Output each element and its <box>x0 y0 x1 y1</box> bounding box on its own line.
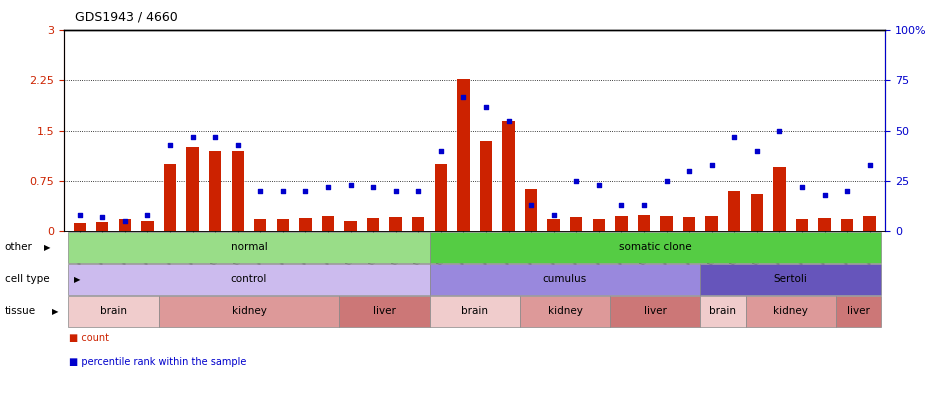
Text: kidney: kidney <box>231 306 266 316</box>
Text: cumulus: cumulus <box>543 274 588 284</box>
Point <box>772 127 787 134</box>
Bar <box>683 217 696 231</box>
Point <box>704 162 719 168</box>
Text: brain: brain <box>710 306 736 316</box>
Bar <box>276 219 290 231</box>
Bar <box>637 215 650 231</box>
Point <box>862 162 877 168</box>
Point <box>817 192 832 198</box>
Text: kidney: kidney <box>774 306 808 316</box>
Text: Sertoli: Sertoli <box>774 274 807 284</box>
Bar <box>164 164 176 231</box>
Text: somatic clone: somatic clone <box>619 242 692 252</box>
Bar <box>864 216 876 231</box>
Bar <box>615 216 628 231</box>
Point <box>524 202 539 208</box>
Bar <box>344 221 357 231</box>
Text: brain: brain <box>462 306 488 316</box>
Text: liver: liver <box>644 306 666 316</box>
Bar <box>118 220 131 231</box>
Point <box>411 188 426 194</box>
Point <box>501 117 516 124</box>
Point <box>72 211 87 218</box>
Point <box>275 188 290 194</box>
Text: cell type: cell type <box>5 274 49 284</box>
Point <box>163 141 178 148</box>
Point <box>208 133 223 140</box>
Point <box>388 188 403 194</box>
Bar <box>321 216 335 231</box>
Bar <box>389 217 402 231</box>
Point <box>185 133 200 140</box>
Point <box>478 103 494 110</box>
Bar <box>841 219 854 231</box>
Point <box>546 211 561 218</box>
Point <box>366 183 381 190</box>
Bar <box>96 222 108 231</box>
Point <box>321 183 336 190</box>
Text: other: other <box>5 242 33 252</box>
Text: liver: liver <box>373 306 396 316</box>
Bar <box>706 216 718 231</box>
Point <box>659 177 674 184</box>
Text: normal: normal <box>230 242 267 252</box>
Bar <box>254 220 266 231</box>
Point <box>749 147 764 154</box>
Point <box>794 183 809 190</box>
Bar <box>751 194 763 231</box>
Bar <box>547 219 560 231</box>
Bar <box>819 218 831 231</box>
Point <box>456 93 471 100</box>
Bar <box>774 167 786 231</box>
Bar <box>209 151 221 231</box>
Bar <box>186 147 198 231</box>
Bar <box>412 217 425 231</box>
Bar <box>457 79 470 231</box>
Point <box>614 202 629 208</box>
Text: GDS1943 / 4660: GDS1943 / 4660 <box>75 10 178 23</box>
Point <box>591 181 606 188</box>
Bar <box>479 141 493 231</box>
Text: ■ percentile rank within the sample: ■ percentile rank within the sample <box>69 357 246 367</box>
Point <box>118 217 133 224</box>
Text: kidney: kidney <box>547 306 583 316</box>
Text: ▶: ▶ <box>74 275 81 284</box>
Bar <box>796 219 808 231</box>
Point <box>682 168 697 174</box>
Point <box>343 181 358 188</box>
Text: ▶: ▶ <box>44 243 51 252</box>
Text: ▶: ▶ <box>52 307 58 316</box>
Text: brain: brain <box>100 306 127 316</box>
Bar <box>728 191 741 231</box>
Point <box>839 188 854 194</box>
Point <box>95 213 110 220</box>
Text: liver: liver <box>847 306 870 316</box>
Bar <box>570 217 583 231</box>
Point <box>636 202 651 208</box>
Text: tissue: tissue <box>5 306 36 316</box>
Point <box>298 188 313 194</box>
Bar <box>73 223 86 231</box>
Point <box>140 211 155 218</box>
Bar <box>299 218 312 231</box>
Bar <box>434 164 447 231</box>
Bar <box>525 190 538 231</box>
Point <box>230 141 245 148</box>
Bar <box>592 219 605 231</box>
Text: control: control <box>231 274 267 284</box>
Point <box>569 177 584 184</box>
Bar <box>231 151 243 231</box>
Text: ■ count: ■ count <box>69 333 109 343</box>
Bar <box>502 121 515 231</box>
Point <box>727 133 742 140</box>
Point <box>433 147 448 154</box>
Bar <box>660 216 673 231</box>
Bar <box>367 218 380 231</box>
Bar <box>141 222 153 231</box>
Point <box>253 188 268 194</box>
